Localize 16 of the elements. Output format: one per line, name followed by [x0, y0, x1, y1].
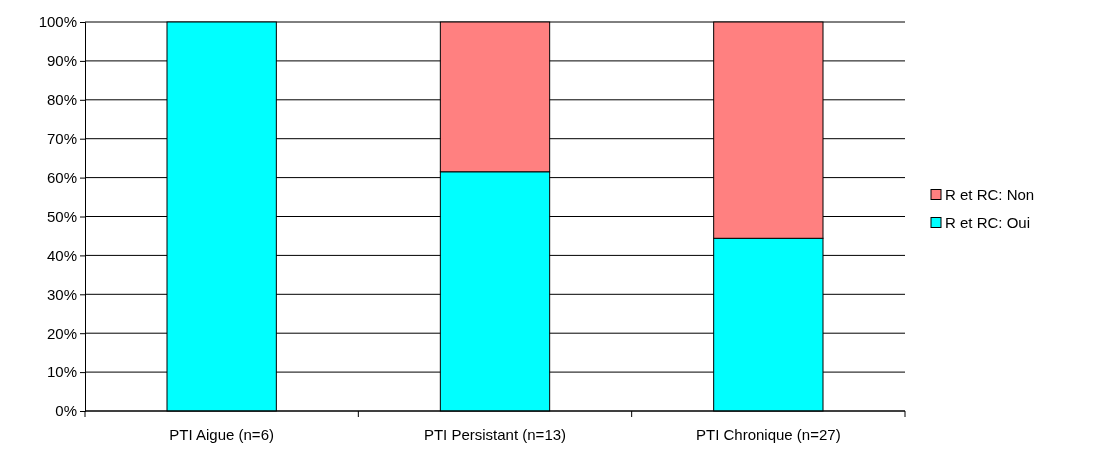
y-tick-label: 30% — [46, 285, 77, 303]
y-tick-label: 40% — [46, 246, 77, 264]
y-tick-label: 0% — [55, 402, 77, 420]
x-tick-label: PTI Aigue (n=6) — [169, 426, 274, 443]
y-tick-label: 60% — [46, 168, 77, 186]
y-tick-label: 80% — [46, 91, 77, 109]
legend-label: R et RC: Non — [945, 185, 1035, 203]
x-tick-label: PTI Chronique (n=27) — [696, 426, 841, 443]
y-tick-label: 50% — [46, 207, 77, 225]
y-tick-label: 90% — [46, 52, 77, 70]
y-tick-label: 100% — [38, 13, 77, 31]
y-tick-label: 70% — [46, 130, 77, 147]
y-tick-label: 20% — [46, 324, 77, 342]
y-tick-label: 10% — [46, 363, 77, 381]
x-tick-label: PTI Persistant (n=13) — [423, 426, 567, 443]
legend-label: R et RC: Oui — [945, 213, 1031, 231]
